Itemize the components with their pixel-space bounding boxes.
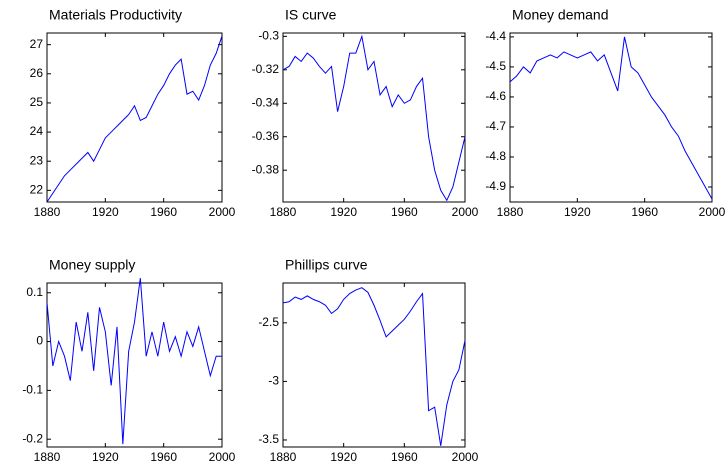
subplot-title: Money demand — [512, 7, 609, 23]
y-tick-label: 25 — [30, 95, 44, 109]
axes-box — [282, 32, 466, 203]
x-tick-label: 1920 — [330, 450, 357, 464]
data-line — [282, 287, 466, 446]
x-tick-label: 2000 — [699, 205, 726, 219]
y-tick-label: 23 — [30, 153, 44, 167]
y-tick-label: -4.4 — [485, 29, 506, 43]
subplot: IS curve -0.38 -0.36 -0.34 -0.32 -0.3 1880 1920… — [252, 7, 479, 219]
subplot-title: Phillips curve — [285, 257, 368, 273]
y-tick-label: -4.7 — [485, 119, 506, 133]
x-tick-label: 1960 — [631, 205, 658, 219]
x-tick-label: 1960 — [391, 450, 418, 464]
y-tick-label: -0.36 — [252, 129, 280, 143]
axes-box — [46, 282, 223, 448]
y-tick-label: -4.8 — [485, 149, 506, 163]
x-tick-label: 2000 — [452, 205, 479, 219]
y-tick-label: 22 — [30, 183, 44, 197]
x-tick-label: 1880 — [34, 450, 61, 464]
y-tick-label: 0 — [36, 334, 43, 348]
y-tick-label: 27 — [30, 37, 44, 51]
y-tick-label: -4.9 — [485, 179, 506, 193]
x-tick-label: 1960 — [150, 205, 177, 219]
x-tick-label: 1880 — [270, 205, 297, 219]
x-tick-label: 2000 — [452, 450, 479, 464]
axes-box — [509, 32, 713, 203]
y-tick-label: -4.6 — [485, 89, 506, 103]
x-tick-label: 1880 — [34, 205, 61, 219]
axes-box — [46, 32, 223, 203]
subplot: Money supply -0.2 -0.1 0 0.1 1880 1920 1960 2000 — [22, 257, 235, 464]
x-tick-label: 2000 — [209, 450, 236, 464]
data-line — [282, 34, 466, 202]
subplot-title: Materials Productivity — [49, 7, 182, 23]
y-tick-label: -4.5 — [485, 59, 506, 73]
x-tick-label: 1920 — [564, 205, 591, 219]
y-tick-label: -0.32 — [252, 62, 280, 76]
subplot: Materials Productivity 22 23 24 25 26 27 1880 19… — [30, 7, 236, 219]
y-tick-label: 26 — [30, 66, 44, 80]
x-tick-label: 1920 — [92, 205, 119, 219]
y-tick-label: -0.3 — [258, 29, 279, 43]
y-tick-label: -3.5 — [258, 432, 279, 446]
y-tick-label: -0.38 — [252, 162, 280, 176]
x-tick-label: 1920 — [92, 450, 119, 464]
x-tick-label: 1960 — [150, 450, 177, 464]
x-tick-label: 1880 — [497, 205, 524, 219]
y-tick-label: -2.5 — [258, 315, 279, 329]
x-tick-label: 1920 — [330, 205, 357, 219]
data-line — [509, 36, 713, 200]
subplot-title: Money supply — [49, 257, 135, 273]
subplot-title: IS curve — [285, 7, 337, 23]
x-tick-label: 1880 — [270, 450, 297, 464]
axes-box — [282, 282, 466, 448]
y-tick-label: 24 — [30, 124, 44, 138]
y-tick-label: -3 — [268, 374, 279, 388]
y-tick-label: -0.34 — [252, 95, 280, 109]
subplot: Money demand -4.9 -4.8 -4.7 -4.6 -4.5 -4.4 1880… — [485, 7, 725, 219]
x-tick-label: 1960 — [391, 205, 418, 219]
y-tick-label: -0.2 — [22, 431, 43, 445]
y-tick-label: 0.1 — [26, 285, 43, 299]
data-line — [46, 278, 222, 445]
y-tick-label: -0.1 — [22, 383, 43, 397]
x-tick-label: 2000 — [209, 205, 236, 219]
data-line — [46, 35, 223, 203]
subplot: Phillips curve -3.5 -3 -2.5 1880 1920 1960 2000 — [258, 257, 478, 464]
